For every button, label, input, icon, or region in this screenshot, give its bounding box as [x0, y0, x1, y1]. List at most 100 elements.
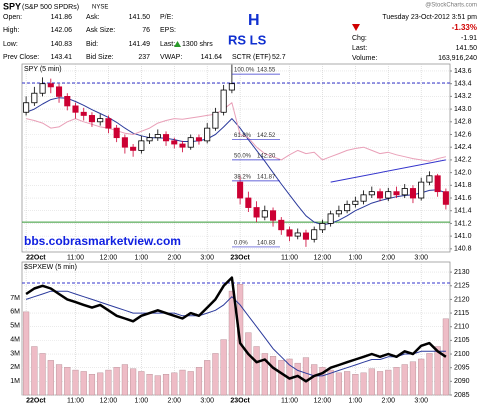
candle-body	[344, 203, 351, 212]
y-tick-label: 141.4	[454, 208, 472, 215]
fib-level: 50.0%	[234, 153, 252, 159]
y-tick-label: 141.2	[454, 220, 472, 227]
volume-bar	[409, 361, 417, 396]
fib-level: 0.0%	[234, 240, 248, 246]
quote-label: Low:	[3, 41, 18, 48]
volume-bar	[294, 362, 301, 396]
y-tick-label: 142.0	[454, 169, 472, 176]
y2-tick-label: 1M	[10, 378, 20, 385]
annotation-rsls: RS LS	[228, 32, 267, 47]
volume-bar	[121, 364, 128, 396]
candle-body	[327, 213, 334, 224]
volume-bar	[401, 364, 408, 396]
x-tick-label: 12:00	[100, 397, 118, 404]
x-tick-label: 1:00	[135, 397, 149, 404]
candle-body	[253, 207, 260, 218]
candle-body	[130, 146, 137, 151]
candle-body	[121, 137, 128, 148]
volume-bar	[130, 368, 137, 396]
y-tick-label: 142.4	[454, 144, 472, 151]
y-tick-label: 2125	[454, 283, 470, 290]
candle-body	[368, 191, 375, 196]
quote-label: Bid:	[86, 41, 98, 48]
candle-body	[302, 232, 309, 240]
candle-body	[311, 229, 318, 240]
candle-body	[237, 181, 244, 199]
y2-tick-label: 7M	[10, 295, 20, 302]
volume-bar	[31, 346, 38, 396]
y-tick-label: 2085	[454, 392, 470, 399]
volume-bar	[245, 332, 252, 396]
volume-bar	[253, 346, 260, 396]
quote-label: Bid Size:	[86, 54, 114, 61]
change-pct: -1.33%	[452, 23, 477, 32]
volume-bar	[228, 290, 235, 396]
volume-bar	[179, 369, 186, 396]
volume-bar	[261, 353, 268, 396]
volume-bar	[393, 367, 400, 396]
candle-body	[138, 140, 145, 151]
candle-body	[179, 143, 186, 148]
candle-body	[146, 137, 153, 142]
sctr-label: SCTR (ETF)	[232, 54, 271, 61]
quote-label: Ask Size:	[86, 27, 115, 34]
y2-tick-label: 6M	[10, 309, 20, 316]
candle-body	[426, 175, 433, 183]
candle-body	[360, 194, 367, 202]
candle-body	[434, 175, 441, 193]
x-tick-label: 12:00	[314, 254, 332, 261]
candle-body	[163, 134, 170, 142]
candle-body	[286, 229, 293, 237]
volume-bar	[204, 360, 211, 396]
y-tick-label: 141.6	[454, 195, 472, 202]
candle-body	[418, 181, 425, 199]
y2-tick-label: 5M	[10, 323, 20, 330]
x-tick-label: 23Oct	[230, 254, 250, 261]
candle-body	[270, 210, 277, 221]
candle-body	[278, 219, 285, 231]
last-value: 141.50	[456, 45, 478, 52]
candle-body	[154, 134, 161, 139]
x-tick-label: 22Oct	[26, 397, 46, 404]
y-tick-label: 141.0	[454, 233, 472, 240]
volume-bar	[72, 369, 79, 396]
candle-body	[352, 200, 359, 205]
quote-label: Ask:	[86, 14, 100, 21]
chg-value: -1.91	[461, 35, 477, 42]
plot-frame	[21, 63, 451, 253]
volume-bar	[278, 360, 285, 396]
candle-body	[88, 115, 95, 123]
candle-body	[64, 95, 71, 107]
y-tick-label: 2110	[454, 324, 469, 331]
symbol: SPY	[3, 1, 21, 11]
candle-body	[80, 111, 87, 116]
panel-title: SPY (5 min)	[24, 66, 62, 73]
y2-tick-label: 4M	[10, 336, 20, 343]
volume-label: Volume:	[352, 55, 377, 62]
volume-bar	[344, 371, 351, 396]
x-tick-label: 11:00	[67, 397, 84, 404]
x-tick-label: 1:00	[135, 254, 149, 261]
candle-body	[377, 191, 384, 199]
quote-value: 141.86	[51, 14, 73, 21]
y-tick-label: 2120	[454, 296, 470, 303]
candle-body	[393, 191, 400, 196]
quote-label: High:	[3, 27, 19, 34]
candle-body	[409, 188, 416, 199]
x-tick-label: 1:00	[349, 254, 363, 261]
fib-price: 142.20	[257, 153, 276, 159]
volume-bar	[442, 318, 449, 396]
volume-bar	[39, 353, 46, 396]
up-arrow	[174, 41, 181, 47]
candle-body	[113, 127, 120, 139]
y-tick-label: 143.4	[454, 81, 472, 88]
down-arrow	[352, 24, 360, 31]
series-line	[25, 276, 447, 383]
volume-bar	[113, 367, 120, 396]
x-tick-label: 2:00	[167, 397, 181, 404]
quote-value: 76	[142, 27, 150, 34]
y-tick-label: 141.8	[454, 182, 472, 189]
quote-value: 141.50	[129, 14, 151, 21]
x-tick-label: 3:00	[200, 397, 214, 404]
